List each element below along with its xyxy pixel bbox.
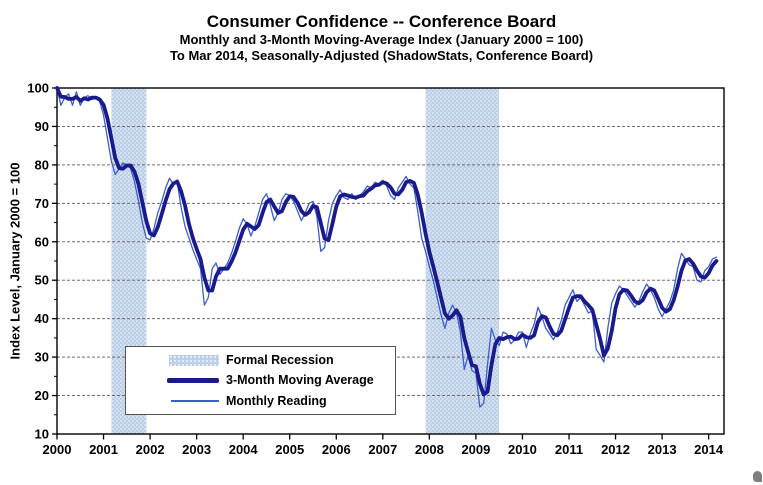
y-tick-label: 70 [35, 196, 49, 211]
title-block: Consumer Confidence -- Conference Board … [0, 12, 763, 64]
x-tick-label: 2011 [555, 442, 583, 457]
x-tick-label: 2001 [89, 442, 118, 457]
legend-item-monthly-reading: Monthly Reading [126, 391, 395, 411]
x-tick-label: 2006 [322, 442, 351, 457]
chart-subtitle-2: To Mar 2014, Seasonally-Adjusted (Shadow… [169, 48, 594, 63]
legend-item-moving-average: 3-Month Moving Average [126, 370, 395, 390]
x-tick-label: 2005 [275, 442, 304, 457]
y-tick-label: 60 [35, 234, 49, 249]
recession-band-swatch-icon [169, 354, 219, 366]
x-tick-label: 2004 [229, 442, 259, 457]
legend: Formal Recession 3-Month Moving Average … [125, 346, 396, 415]
legend-label: 3-Month Moving Average [226, 373, 374, 388]
y-tick-label: 40 [35, 311, 49, 326]
x-tick-label: 2012 [601, 442, 630, 457]
moving-average-line [55, 86, 719, 397]
x-tick-label: 2008 [415, 442, 444, 457]
y-tick-label: 90 [35, 119, 49, 134]
legend-label: Formal Recession [226, 353, 334, 368]
x-tick-label: 2002 [136, 442, 165, 457]
y-tick-label: 50 [35, 273, 49, 288]
x-tick-label: 2007 [368, 442, 397, 457]
y-tick-label: 100 [27, 81, 49, 96]
legend-label: Monthly Reading [226, 393, 327, 408]
x-tick-label: 2013 [648, 442, 677, 457]
y-tick-label: 10 [35, 427, 49, 442]
y-tick-label: 30 [35, 350, 49, 365]
x-tick-label: 2009 [461, 442, 490, 457]
x-tick-label: 2003 [182, 442, 211, 457]
y-tick-label: 20 [35, 388, 49, 403]
x-tick-label: 2010 [508, 442, 537, 457]
x-tick-label: 2000 [43, 442, 72, 457]
corner-artifact [753, 471, 762, 482]
x-tick-label: 2014 [694, 442, 724, 457]
thin-line-swatch-icon [171, 399, 219, 402]
chart-title: Consumer Confidence -- Conference Board [206, 12, 557, 31]
legend-item-formal-recession: Formal Recession [126, 350, 395, 370]
y-tick-label: 80 [35, 157, 49, 172]
chart-subtitle-1: Monthly and 3-Month Moving-Average Index… [179, 32, 584, 47]
thick-line-swatch-icon [167, 377, 219, 383]
